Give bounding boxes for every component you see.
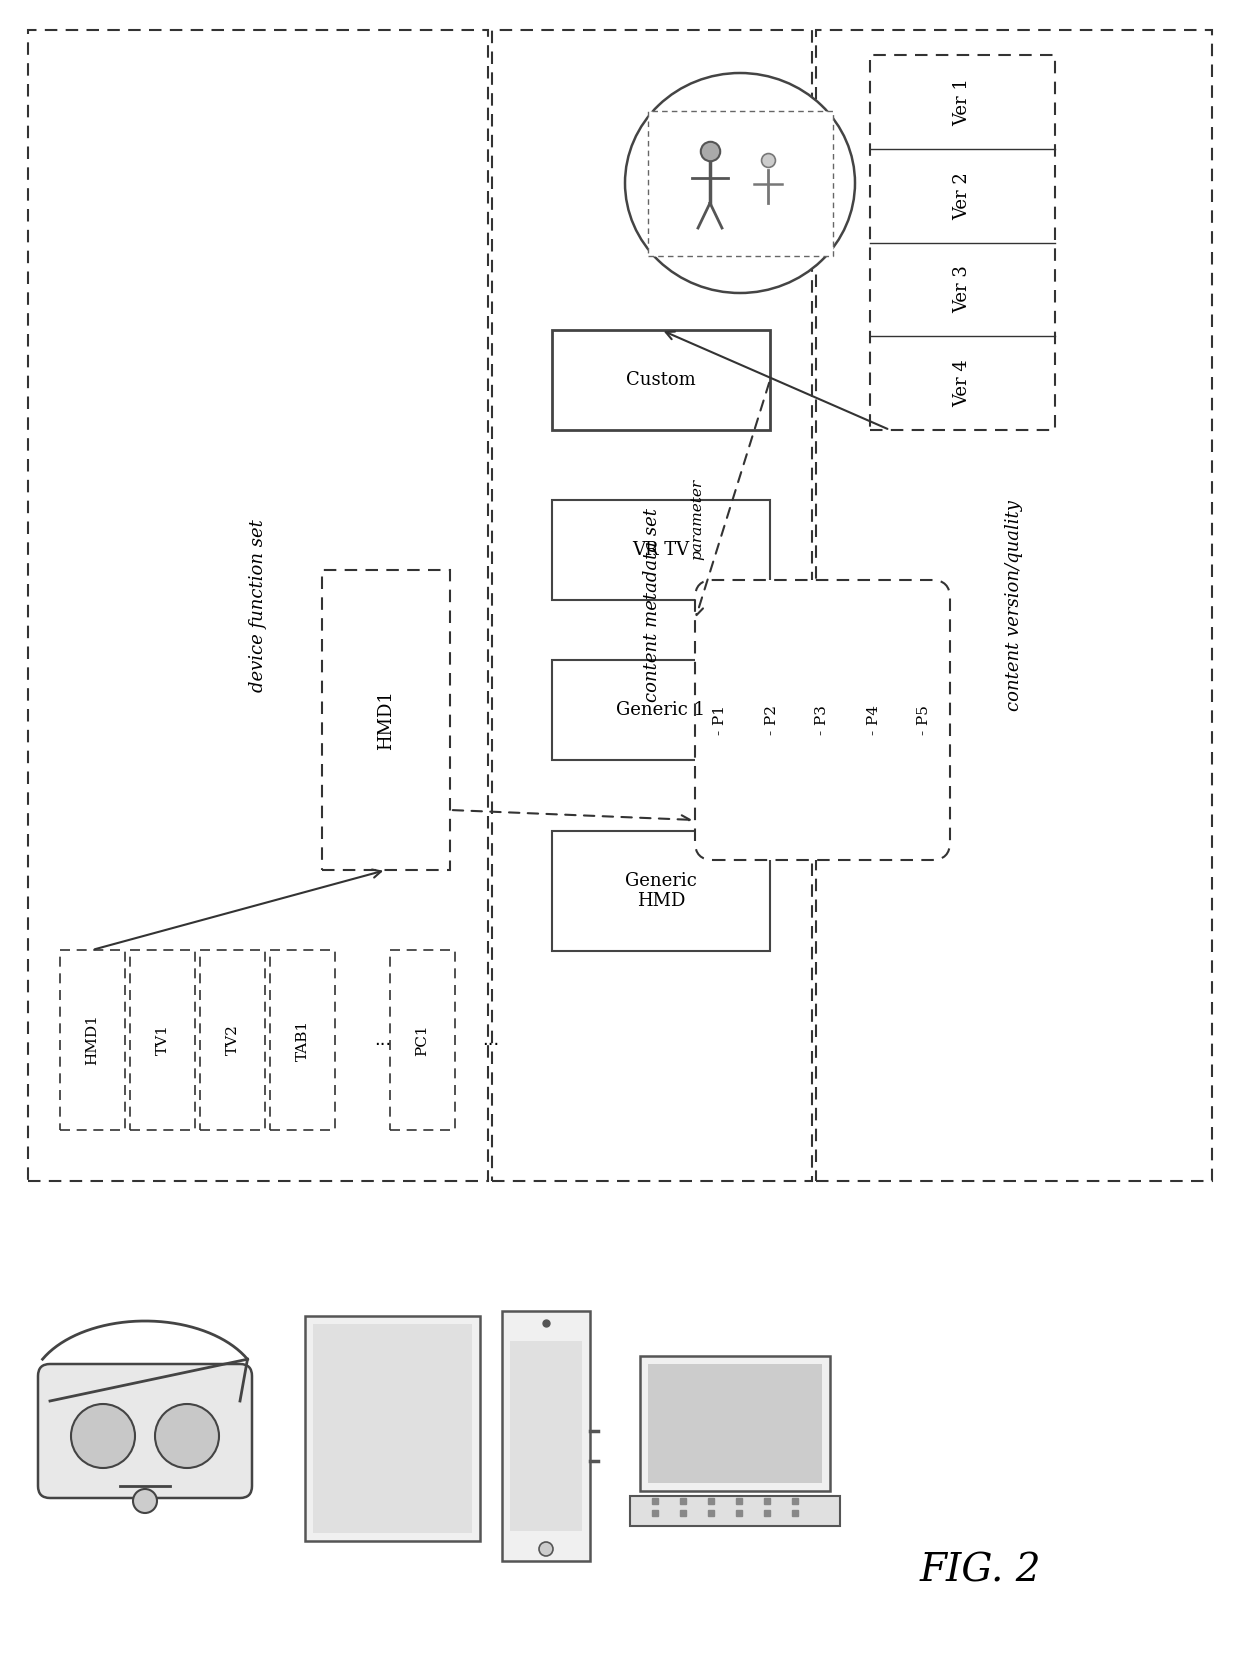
Bar bbox=[510, 1340, 582, 1531]
Text: parameter: parameter bbox=[689, 478, 704, 560]
Bar bbox=[647, 111, 832, 256]
Text: content version/quality: content version/quality bbox=[1004, 500, 1023, 711]
Bar bbox=[322, 570, 450, 870]
Text: TV2: TV2 bbox=[226, 1025, 239, 1055]
Bar bbox=[312, 1324, 472, 1533]
Bar bbox=[60, 950, 125, 1129]
Text: FIG. 2: FIG. 2 bbox=[919, 1553, 1040, 1590]
Text: - P1: - P1 bbox=[713, 704, 728, 736]
Text: HMD1: HMD1 bbox=[86, 1015, 99, 1065]
Text: - P5: - P5 bbox=[918, 704, 931, 734]
Bar bbox=[270, 950, 335, 1129]
Text: ...: ... bbox=[374, 1031, 391, 1050]
Text: PC1: PC1 bbox=[415, 1025, 429, 1056]
Text: Ver 2: Ver 2 bbox=[954, 171, 971, 219]
Bar bbox=[649, 1364, 822, 1483]
Circle shape bbox=[71, 1404, 135, 1468]
Bar bbox=[391, 950, 455, 1129]
Bar bbox=[870, 55, 1055, 430]
Text: content metadata set: content metadata set bbox=[644, 508, 661, 703]
Circle shape bbox=[133, 1488, 157, 1513]
Text: HMD1: HMD1 bbox=[377, 689, 396, 749]
Text: - P4: - P4 bbox=[867, 704, 880, 736]
Text: TV1: TV1 bbox=[155, 1025, 170, 1055]
Bar bbox=[630, 1497, 839, 1526]
Text: ...: ... bbox=[482, 1031, 500, 1050]
Bar bbox=[640, 1355, 830, 1492]
Text: Generic 1: Generic 1 bbox=[616, 701, 706, 719]
Text: Ver 3: Ver 3 bbox=[954, 266, 971, 314]
Bar bbox=[130, 950, 195, 1129]
Text: - P3: - P3 bbox=[816, 704, 830, 734]
Circle shape bbox=[539, 1541, 553, 1556]
Bar bbox=[552, 500, 770, 600]
FancyBboxPatch shape bbox=[694, 580, 950, 860]
Text: device function set: device function set bbox=[249, 518, 267, 693]
Text: Ver 1: Ver 1 bbox=[954, 78, 971, 126]
Bar bbox=[552, 331, 770, 430]
Text: Ver 4: Ver 4 bbox=[954, 359, 971, 407]
Bar bbox=[816, 30, 1211, 1181]
Bar bbox=[492, 30, 812, 1181]
Bar bbox=[552, 659, 770, 761]
Bar bbox=[29, 30, 489, 1181]
Bar bbox=[502, 1311, 590, 1561]
FancyBboxPatch shape bbox=[38, 1364, 252, 1498]
Text: - P2: - P2 bbox=[765, 704, 779, 736]
Bar bbox=[305, 1316, 480, 1541]
Bar bbox=[552, 830, 770, 952]
Circle shape bbox=[155, 1404, 219, 1468]
Text: Custom: Custom bbox=[626, 370, 696, 389]
Ellipse shape bbox=[625, 73, 856, 292]
Text: Generic
HMD: Generic HMD bbox=[625, 872, 697, 910]
Text: TAB1: TAB1 bbox=[295, 1020, 310, 1061]
Bar bbox=[200, 950, 265, 1129]
Text: VR TV: VR TV bbox=[632, 541, 689, 560]
